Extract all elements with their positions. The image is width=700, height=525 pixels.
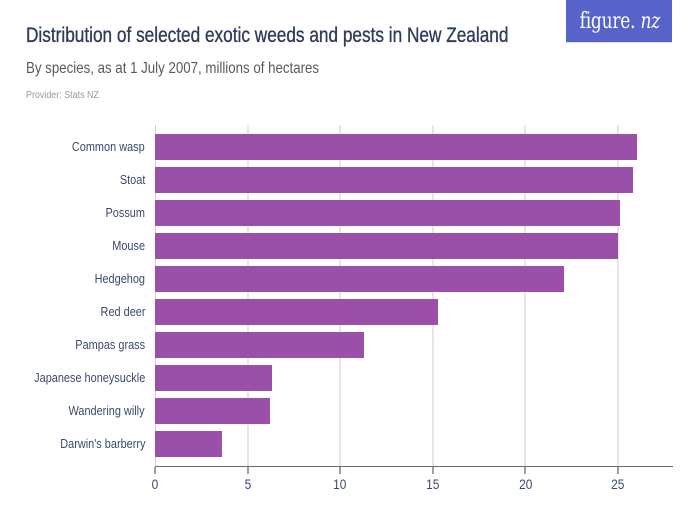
category-label: Japanese honeysuckle [33, 370, 145, 385]
x-tick-label: 5 [244, 476, 251, 492]
bar[interactable] [155, 431, 222, 457]
category-label: Common wasp [72, 139, 145, 154]
bar[interactable] [155, 365, 272, 391]
x-tick [524, 467, 527, 474]
provider-credit: Provider: Stats NZ [26, 89, 99, 101]
gridline [246, 125, 249, 467]
category-label: Hedgehog [94, 271, 145, 286]
gridline [431, 125, 434, 467]
gridline [617, 125, 619, 467]
x-tick [617, 467, 619, 474]
category-label: Wandering willy [68, 403, 145, 418]
category-label: Darwin's barberry [59, 436, 145, 451]
x-tick-label: 0 [151, 476, 159, 492]
bar[interactable] [155, 398, 270, 424]
bar[interactable] [155, 134, 637, 160]
x-tick-label: 20 [518, 476, 533, 492]
category-label: Pampas grass [75, 337, 145, 352]
chart-title: Distribution of selected exotic weeds an… [26, 24, 509, 47]
figure-nz-logo[interactable]: figure. nz [566, 0, 672, 42]
x-tick-label: 15 [426, 476, 440, 492]
category-label: Mouse [112, 238, 145, 253]
category-label: Red deer [100, 304, 145, 319]
category-label: Possum [105, 205, 145, 220]
x-tick [246, 467, 249, 474]
bar[interactable] [155, 332, 365, 358]
bar[interactable] [155, 200, 620, 226]
x-tick [339, 467, 342, 474]
gridline [155, 125, 156, 467]
gridline [339, 125, 342, 467]
chart-subtitle: By species, as at 1 July 2007, millions … [26, 60, 320, 77]
bar[interactable] [155, 233, 618, 259]
bar[interactable] [155, 299, 439, 325]
logo-text: figure. nz [580, 8, 661, 34]
bar[interactable] [155, 266, 565, 292]
bar[interactable] [155, 167, 633, 193]
x-tick-label: 10 [333, 476, 347, 492]
x-tick-label: 25 [611, 476, 625, 492]
gridline [524, 125, 527, 467]
x-tick [431, 467, 434, 474]
x-axis-line [155, 466, 673, 467]
category-label: Stoat [119, 172, 145, 187]
x-tick [154, 467, 156, 474]
